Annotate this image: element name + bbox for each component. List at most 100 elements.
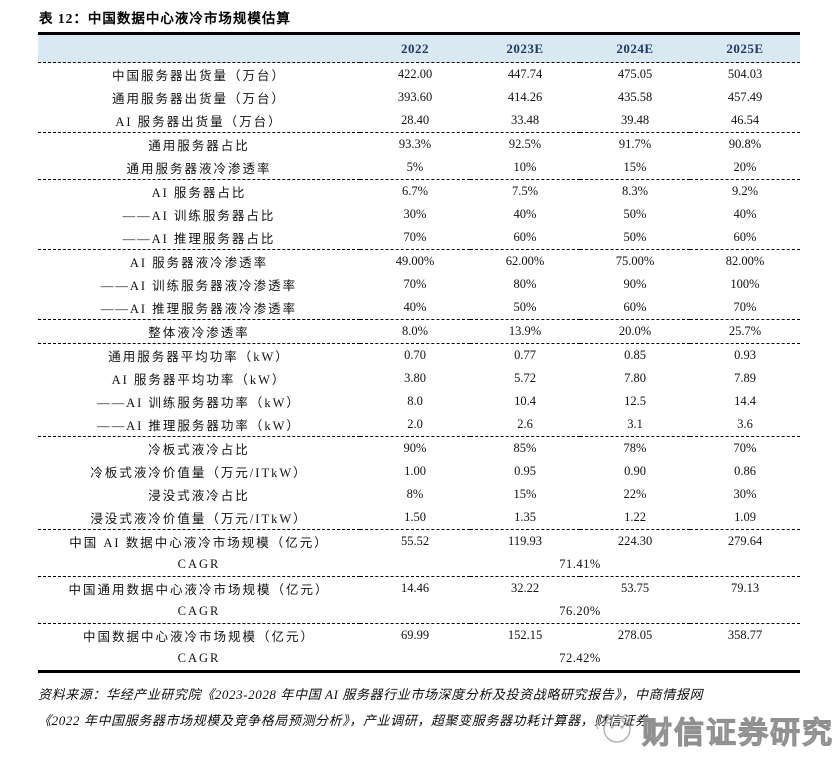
row-group: 中国服务器出货量（万台） 422.00 447.74 475.05 504.03 通用服务… (38, 62, 800, 133)
cell-value: 14.4 (734, 394, 756, 408)
table-row: 冷板式液冷占比 90% 85% 78% 70% (38, 437, 800, 461)
table-row: 冷板式液冷价值量（万元/ITkW） 1.00 0.95 0.90 0.86 (38, 460, 800, 483)
cell-value: 1.22 (624, 510, 646, 524)
row-label: ——AI 推理服务器占比 (122, 232, 276, 246)
cagr-value: 76.20% (559, 604, 601, 618)
cell-value: 32.22 (510, 581, 540, 595)
table-row: CAGR 76.20% (38, 600, 800, 624)
row-label: 通用服务器占比 (148, 139, 250, 153)
cell-value: 224.30 (617, 534, 653, 548)
table-row: AI 服务器液冷渗透率 49.00% 62.00% 75.00% 82.00% (38, 250, 800, 274)
cell-value: 5.72 (514, 371, 536, 385)
table-row: 通用服务器平均功率（kW） 0.70 0.77 0.85 0.93 (38, 344, 800, 368)
row-group: 中国 AI 数据中心液冷市场规模（亿元） 55.52 119.93 224.30 279… (38, 529, 800, 577)
cell-value: 358.77 (727, 628, 763, 642)
cell-value: 30% (733, 487, 757, 501)
cell-value: 53.75 (620, 581, 650, 595)
cell-value: 60% (733, 230, 757, 244)
table-row: CAGR 72.42% (38, 647, 800, 672)
cell-value: 70% (733, 441, 757, 455)
source-note-line1: 资料来源：华经产业研究院《2023-2028 年中国 AI 服务器行业市场深度分… (38, 687, 704, 702)
cell-value: 5% (406, 160, 424, 174)
cell-value: 33.48 (510, 113, 540, 127)
row-label: 通用服务器液冷渗透率 (126, 162, 272, 176)
row-label: 中国 AI 数据中心液冷市场规模（亿元） (69, 536, 329, 550)
cell-value: 50% (623, 207, 647, 221)
cell-value: 8% (406, 487, 424, 501)
cell-value: 39.48 (620, 113, 650, 127)
table-row: 中国数据中心液冷市场规模（亿元） 69.99 152.15 278.05 358.77 (38, 624, 800, 648)
row-group: 通用服务器平均功率（kW） 0.70 0.77 0.85 0.93 AI 服务器平均功率（… (38, 343, 800, 437)
cell-value: 10.4 (514, 394, 536, 408)
row-label: ——AI 推理服务器液冷渗透率 (100, 302, 298, 316)
column-header: 2025E (690, 33, 800, 63)
row-label: 通用服务器出货量（万台） (111, 92, 286, 106)
row-label: 整体液冷渗透率 (148, 326, 250, 340)
cell-value: 0.90 (624, 464, 646, 478)
column-header: 2022 (360, 33, 470, 63)
cell-value: 9.2% (731, 184, 759, 198)
cell-value: 0.86 (734, 464, 756, 478)
cagr-value: 71.41% (559, 557, 601, 571)
table-row: ——AI 推理服务器占比 70% 60% 50% 60% (38, 226, 800, 250)
table-row: 通用服务器占比 93.3% 92.5% 91.7% 90.8% (38, 133, 800, 157)
cell-value: 3.1 (627, 417, 643, 431)
row-label: ——AI 推理服务器功率（kW） (97, 419, 301, 433)
table-row: AI 服务器出货量（万台） 28.40 33.48 39.48 46.54 (38, 109, 800, 133)
table-title: 表 12：中国数据中心液冷市场规模估算 (39, 11, 291, 26)
cell-value: 7.80 (624, 371, 646, 385)
cell-value: 0.70 (404, 348, 426, 362)
cell-value: 15% (623, 160, 647, 174)
cell-value: 0.93 (734, 348, 756, 362)
cell-value: 414.26 (507, 90, 543, 104)
table-row: 中国通用数据中心液冷市场规模（亿元） 14.46 32.22 53.75 79.13 (38, 577, 800, 601)
cell-value: 3.80 (404, 371, 426, 385)
table-row: AI 服务器平均功率（kW） 3.80 5.72 7.80 7.89 (38, 367, 800, 390)
cell-value: 90.8% (728, 137, 762, 151)
cell-value: 119.93 (508, 534, 542, 548)
header-row: 2022 2023E 2024E 2025E (38, 33, 800, 63)
table-header: 2022 2023E 2024E 2025E (38, 33, 800, 63)
cell-value: 8.0 (407, 394, 423, 408)
cell-value: 40% (513, 207, 537, 221)
market-size-table: 2022 2023E 2024E 2025E 中国服务器出货量（万台） 422.00 44… (38, 32, 800, 673)
table-row: 通用服务器液冷渗透率 5% 10% 15% 20% (38, 156, 800, 180)
cell-value: 100% (730, 277, 760, 291)
cell-value: 90% (403, 441, 427, 455)
row-label: AI 服务器出货量（万台） (115, 115, 283, 129)
cell-value: 70% (733, 300, 757, 314)
row-label: CAGR (177, 557, 221, 571)
cagr-value: 72.42% (559, 651, 601, 665)
table-row: AI 服务器占比 6.7% 7.5% 8.3% 9.2% (38, 180, 800, 204)
table-row: ——AI 训练服务器液冷渗透率 70% 80% 90% 100% (38, 273, 800, 296)
cell-value: 8.0% (401, 324, 429, 338)
column-header: 2023E (470, 33, 580, 63)
cell-value: 504.03 (727, 67, 763, 81)
cell-value: 1.00 (404, 464, 426, 478)
cell-value: 90% (623, 277, 647, 291)
row-label: 冷板式液冷占比 (148, 443, 250, 457)
row-label: 通用服务器平均功率（kW） (108, 350, 290, 364)
cell-value: 0.95 (514, 464, 536, 478)
cell-value: 91.7% (618, 137, 652, 151)
cell-value: 93.3% (398, 137, 432, 151)
cell-value: 20.0% (618, 324, 652, 338)
cell-value: 70% (403, 230, 427, 244)
row-group: 冷板式液冷占比 90% 85% 78% 70% 冷板式液冷价值量（万元/ITkW） 1.00… (38, 436, 800, 530)
source-note: 资料来源：华经产业研究院《2023-2028 年中国 AI 服务器行业市场深度分… (38, 682, 800, 734)
report-page: 表 12：中国数据中心液冷市场规模估算 2022 2023E 2024E 2025E … (38, 11, 800, 734)
row-label: ——AI 训练服务器占比 (122, 209, 276, 223)
cell-value: 457.49 (727, 90, 763, 104)
cell-value: 80% (513, 277, 537, 291)
cell-value: 60% (513, 230, 537, 244)
cell-value: 10% (513, 160, 537, 174)
cell-value: 152.15 (507, 628, 543, 642)
row-group: 整体液冷渗透率 8.0% 13.9% 20.0% 25.7% (38, 319, 800, 344)
table-row: 中国服务器出货量（万台） 422.00 447.74 475.05 504.03 (38, 63, 800, 87)
table-row: ——AI 训练服务器占比 30% 40% 50% 40% (38, 203, 800, 226)
cell-value: 50% (513, 300, 537, 314)
header-label-cell (38, 33, 360, 63)
row-label: AI 服务器占比 (151, 186, 247, 200)
column-header: 2024E (580, 33, 690, 63)
cell-value: 30% (403, 207, 427, 221)
